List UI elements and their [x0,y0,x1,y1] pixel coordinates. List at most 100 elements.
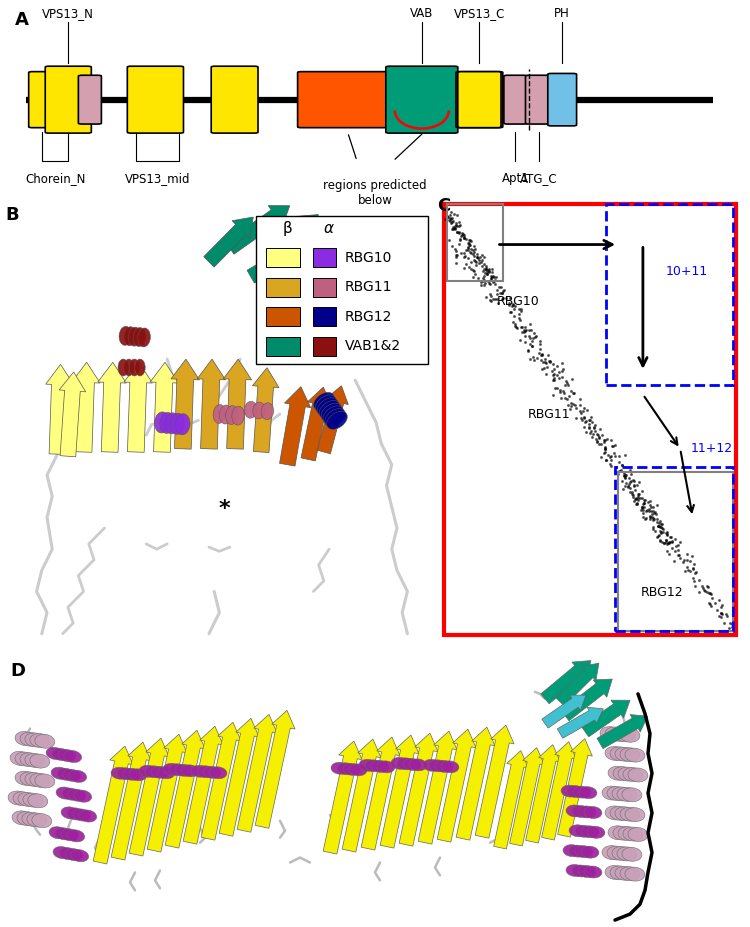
Point [547,367,559,382]
Point [540,356,552,371]
Point [484,286,496,301]
Point [519,335,531,349]
Point [564,401,576,416]
Point [688,565,700,580]
Ellipse shape [213,404,226,424]
Point [484,293,496,308]
Text: VPS13_C: VPS13_C [454,7,505,20]
FancyArrow shape [581,700,630,737]
Point [452,224,464,239]
Point [585,410,597,425]
Ellipse shape [253,402,266,419]
Point [627,489,639,504]
Point [620,468,632,483]
Point [538,361,550,375]
Point [524,317,536,332]
Point [478,257,490,272]
Point [649,523,661,538]
Bar [266,278,300,297]
Point [464,260,476,274]
Point [584,413,596,428]
Point [547,357,559,372]
Point [452,208,464,222]
Point [488,269,500,284]
Point [446,238,458,253]
Point [578,400,590,415]
Point [460,232,472,247]
Ellipse shape [617,847,637,861]
Ellipse shape [581,846,599,858]
Point [526,338,538,353]
Bar [615,467,734,630]
Point [633,487,645,502]
Ellipse shape [622,847,642,861]
Point [464,237,476,252]
Point [481,264,493,279]
Point [651,498,663,513]
Ellipse shape [244,401,257,418]
Point [632,489,644,503]
Point [586,429,598,444]
Point [602,448,614,463]
Point [458,260,470,275]
Ellipse shape [602,786,622,800]
Point [548,388,560,403]
FancyArrow shape [262,214,319,264]
Point [445,205,457,220]
Point [556,363,568,378]
Point [565,398,577,413]
Ellipse shape [608,826,628,840]
Point [495,280,507,295]
Point [451,219,463,234]
Point [698,582,709,597]
Point [616,458,628,473]
Point [625,474,637,489]
Point [622,478,634,493]
Point [455,227,467,242]
Point [598,433,610,448]
Point [688,574,700,589]
Point [638,500,650,514]
Ellipse shape [605,866,625,880]
Point [459,248,471,263]
Point [591,427,603,442]
Point [583,416,595,431]
Point [654,514,666,528]
Ellipse shape [572,865,590,877]
Ellipse shape [584,806,602,819]
Point [652,518,664,533]
Ellipse shape [579,787,597,799]
Ellipse shape [618,768,638,781]
Point [604,450,616,464]
FancyArrow shape [197,359,226,450]
Ellipse shape [145,766,163,778]
Point [655,526,667,540]
FancyBboxPatch shape [78,75,101,124]
Ellipse shape [133,327,146,347]
Point [536,348,548,362]
FancyArrow shape [247,237,314,283]
Point [568,398,580,413]
Ellipse shape [67,830,85,842]
FancyArrow shape [541,661,591,704]
FancyArrow shape [561,679,612,721]
Point [656,520,668,535]
Point [482,262,494,277]
Point [489,273,501,288]
Point [616,474,628,489]
Point [666,535,678,550]
Point [662,536,674,551]
Point [592,435,604,450]
Point [655,519,667,534]
Point [465,234,477,248]
Point [453,236,465,251]
Point [696,578,708,593]
Ellipse shape [566,805,584,817]
Point [441,210,453,224]
Ellipse shape [349,764,367,776]
Text: VAB: VAB [410,7,434,20]
Point [550,368,562,383]
Point [508,298,520,312]
Point [506,297,518,311]
Point [580,414,592,429]
